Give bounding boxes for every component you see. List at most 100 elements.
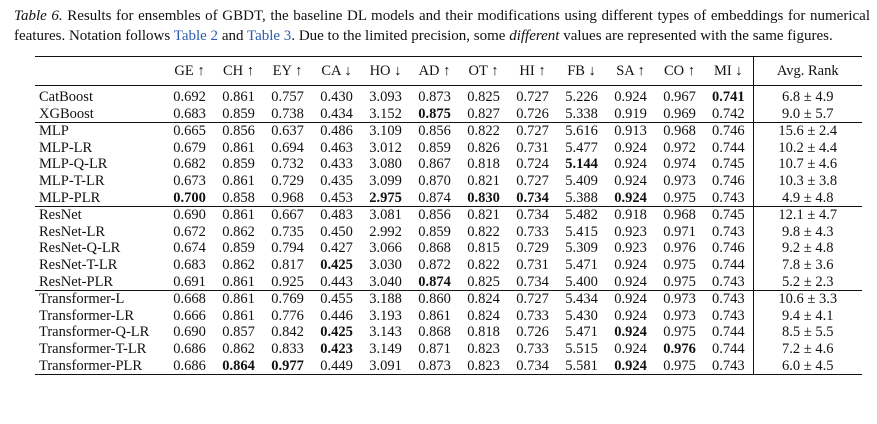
metric-cell: 0.924 [614,256,647,273]
metric-cell: 0.924 [614,139,647,156]
metric-cell: 0.861 [222,172,255,189]
column-header: AD ↑ [418,62,451,79]
metric-cell: 0.873 [418,357,451,374]
metric-cell: 0.861 [222,89,255,105]
metric-cell: 0.861 [222,139,255,156]
metric-cell: 0.682 [173,156,206,173]
metric-cell: 0.968 [663,207,696,224]
metric-cell: 0.971 [663,223,696,240]
metric-cell: 0.743 [711,291,745,308]
metric-cell: 0.732 [271,156,304,173]
metric-cell: 0.968 [663,123,696,140]
metric-cell: 5.415 [565,223,598,240]
metric-cell: 0.842 [271,324,304,341]
metric-cell: 0.434 [320,105,353,122]
metric-cell: 0.700 [173,189,206,206]
table-row: ResNet-T-LR 0.683 0.862 0.817 0.425 3.030 0.87… [35,256,862,274]
metric-cell: 0.425 [320,324,353,341]
metric-cell: 0.727 [516,172,549,189]
metric-cell: 0.815 [467,240,500,257]
model-name: Transformer-LR [39,307,135,324]
metric-cell: 0.976 [663,240,696,257]
model-name: Transformer-PLR [39,357,143,374]
metric-cell: 3.193 [369,307,402,324]
model-name: ResNet-PLR [39,273,114,290]
model-name: MLP-T-LR [39,172,105,189]
metric-cell: 0.667 [271,207,304,224]
metric-cell: 0.733 [516,340,549,357]
column-header: GE ↑ [174,62,205,79]
metric-cell: 0.729 [271,172,304,189]
metric-cell: 3.152 [369,105,402,122]
caption: Table 6. Results for ensembles of GBDT, … [14,6,870,46]
metric-cell: 0.446 [320,307,353,324]
metric-cell: 3.093 [369,89,402,105]
metric-cell: 0.973 [663,291,696,308]
metric-cell: 0.744 [711,256,745,273]
table-row: CatBoost 0.692 0.861 0.757 0.430 3.093 0.873 0.… [35,85,862,106]
metric-cell: 0.453 [320,189,353,206]
metric-cell: 0.672 [173,223,206,240]
metric-cell: 0.734 [516,273,549,290]
model-name: ResNet-T-LR [39,256,118,273]
avg-rank-cell: 6.0 ± 4.5 [752,357,862,375]
metric-cell: 0.683 [173,256,206,273]
metric-cell: 0.924 [614,324,647,341]
metric-cell: 0.690 [173,324,206,341]
table-row: MLP-LR 0.679 0.861 0.694 0.463 3.012 0.859 0.82… [35,139,862,157]
metric-cell: 0.733 [516,307,549,324]
metric-cell: 3.149 [369,340,402,357]
metric-cell: 3.081 [369,207,402,224]
metric-cell: 0.823 [467,340,500,357]
metric-cell: 0.449 [320,357,353,374]
metric-cell: 0.686 [173,340,206,357]
metric-cell: 0.976 [663,340,696,357]
metric-cell: 0.859 [222,156,255,173]
column-header: HO ↓ [369,62,402,79]
metric-cell: 0.423 [320,340,353,357]
table-row: Transformer-LR 0.666 0.861 0.776 0.446 3.193 0… [35,307,862,325]
column-header: CO ↑ [663,62,696,79]
avg-rank-cell: 12.1 ± 4.7 [752,206,862,224]
metric-cell: 0.857 [222,324,255,341]
metric-cell: 0.924 [614,307,647,324]
metric-cell: 0.924 [614,357,647,374]
metric-cell: 0.818 [467,324,500,341]
metric-cell: 0.913 [614,123,647,140]
caption-link: Table 2 [173,28,219,44]
metric-cell: 0.731 [516,139,549,156]
metric-cell: 0.741 [711,89,745,105]
metric-cell: 0.450 [320,223,353,240]
metric-cell: 0.862 [222,340,255,357]
column-header: CH ↑ [222,62,255,79]
metric-cell: 0.924 [614,156,647,173]
metric-cell: 5.482 [565,207,598,224]
metric-cell: 0.455 [320,291,353,308]
model-name: XGBoost [39,105,94,122]
metric-cell: 0.870 [418,172,451,189]
table-row: MLP-T-LR 0.673 0.861 0.729 0.435 3.099 0.870 0.… [35,172,862,190]
avg-rank-cell: 4.9 ± 4.8 [752,189,862,207]
metric-cell: 5.400 [565,273,598,290]
model-name: Transformer-Q-LR [39,324,150,341]
model-name: ResNet-LR [39,223,106,240]
metric-cell: 0.443 [320,273,353,290]
metric-cell: 0.974 [663,156,696,173]
metric-cell: 0.862 [222,223,255,240]
metric-cell: 0.665 [173,123,206,140]
metric-cell: 0.861 [222,291,255,308]
metric-cell: 0.967 [663,89,696,105]
metric-cell: 0.686 [173,357,206,374]
model-name: MLP [39,123,69,140]
metric-cell: 0.918 [614,207,647,224]
metric-cell: 0.692 [173,89,206,105]
column-header: MI ↓ [713,62,743,79]
metric-cell: 3.040 [369,273,402,290]
metric-cell: 0.683 [173,105,206,122]
metric-cell: 0.427 [320,240,353,257]
table-row: ResNet-Q-LR 0.674 0.859 0.794 0.427 3.066 0.86… [35,240,862,257]
table-row: ResNet-PLR 0.691 0.861 0.925 0.443 3.040 0.874… [35,273,862,291]
metric-cell: 0.924 [614,89,647,105]
metric-cell: 0.924 [614,291,647,308]
metric-cell: 0.977 [271,357,304,374]
